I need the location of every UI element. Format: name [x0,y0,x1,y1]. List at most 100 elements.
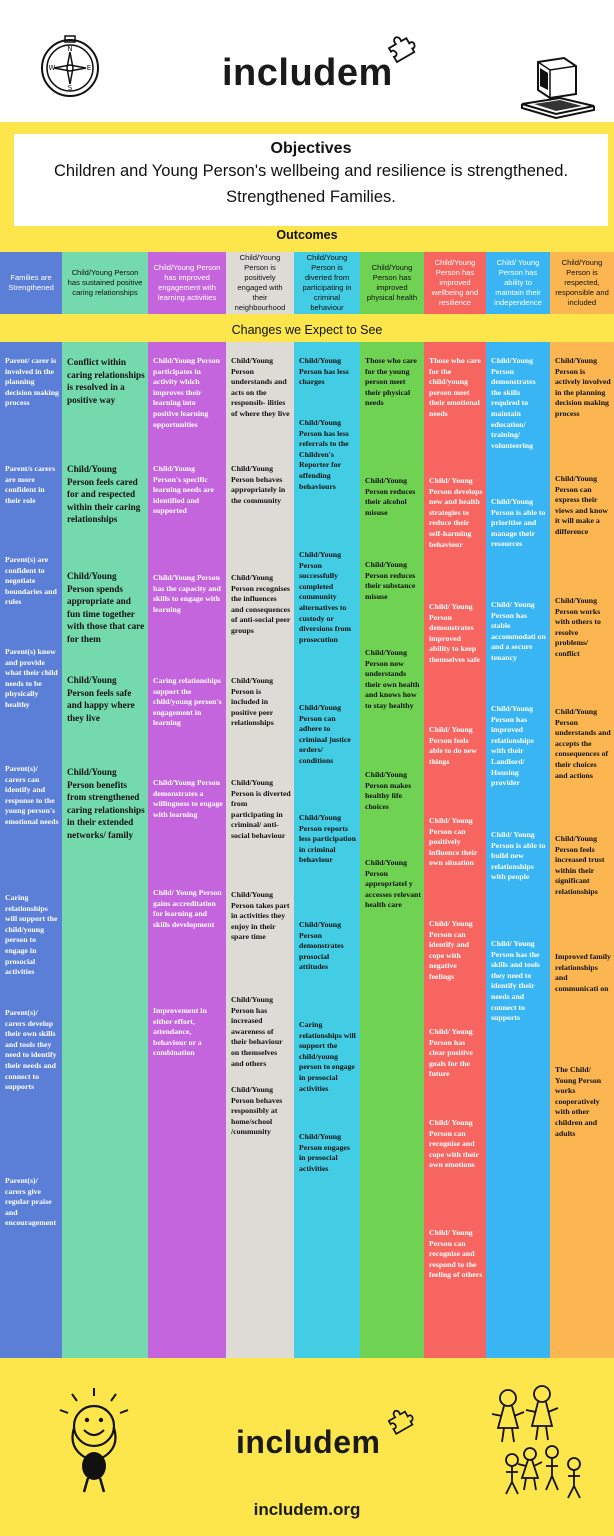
change-item: Child/ Young Person has the skills and t… [491,939,540,1023]
change-item: Child/Young Person successfully complete… [299,550,352,644]
puzzle-piece-icon [387,36,416,64]
change-item: Child/ Young Person has clear positive g… [429,1027,473,1079]
change-item: Parent(s) know and provide what their ch… [5,647,58,709]
change-item: Those who care for the young person meet… [365,356,417,408]
objective-line-2: Strengthened Families. [226,188,396,206]
outcome-respected: Child/Young Person is respected, respons… [550,252,614,314]
change-item: Child/Young Person takes part in activit… [231,890,290,942]
change-item: Child/Young Person understands and accep… [555,707,611,780]
change-item: Parent/ carer is involved in the plannin… [5,356,59,408]
outcome-neighbourhood: Child/Young Person is positively engaged… [226,252,294,314]
change-item: Child/ Young Person gains accreditation … [153,888,222,929]
objectives-box: Objectives Children and Young Person's w… [14,134,608,226]
change-item: Parent(s) are confident to negotiate bou… [5,555,57,607]
change-item: Child/Young Person appropriatel y access… [365,858,421,910]
change-item: Child/Young Person benefits from strengt… [67,767,145,840]
change-item: Child/Young Person reduces their alcohol… [365,476,416,517]
column-respected: Child/Young Person is actively involved … [550,342,614,1358]
change-item: Caring relationships support the child/y… [153,676,222,728]
puzzle-piece-icon [387,1409,414,1436]
change-item: Child/Young Person participates in activ… [153,356,220,429]
change-item: Child/ Young Person has stable accommoda… [491,600,546,662]
change-item: The Child/ Young Person works cooperativ… [555,1065,602,1138]
objectives-title: Objectives [270,140,352,157]
change-item: Child/Young Person engages in prosocial … [299,1132,350,1173]
outcome-physical: Child/Young Person has improved physical… [360,252,424,314]
change-item: Parent/s carers are more confident in th… [5,464,56,505]
outcome-learning: Child/Young Person has improved engageme… [148,252,226,314]
change-item: Improved family relationships and commun… [555,952,611,993]
computer-icon [521,56,595,120]
change-item: Child/ Young Person can identify and cop… [429,919,473,981]
column-physical: Those who care for the young person meet… [360,342,424,1358]
change-item: Child/Young Person demonstrates prosocia… [299,920,344,972]
change-item: Child/Young Person has improved relation… [491,704,534,788]
change-item: Child/Young Person recognises the influe… [231,573,291,635]
change-item: Child/Young Person is diverted from part… [231,778,291,840]
column-independence: Child/Young Person demonstrates the skil… [486,342,550,1358]
change-item: Child/Young Person feels safe and happy … [67,675,135,723]
change-item: Child/Young Person feels increased trust… [555,834,605,896]
change-item: Child/Young Person demonstrates the skil… [491,356,536,450]
change-item: Child/ Young Person develops new and hea… [429,476,483,549]
change-item: Child/ Young Person feels able to do new… [429,725,477,766]
page-header: N S E W includem [0,0,614,122]
change-item: Child/Young Person behaves appropriately… [231,464,286,505]
outcome-relationships: Child/Young Person has sustained positiv… [62,252,148,314]
change-item: Child/Young Person is actively involved … [555,356,611,418]
change-item: Child/ Young Person can recognise and re… [429,1228,483,1280]
change-item: Parent(s)/ carers develop their own skil… [5,1008,57,1092]
compass-north-label: N [67,45,72,53]
happy-person-icon [59,1388,129,1493]
footer-url[interactable]: includem.org [253,1500,361,1519]
outcome-independence: Child/ Young Person has ability to maint… [486,252,550,314]
change-item: Child/Young Person is able to prioritise… [491,497,546,549]
change-item: Improvement in either effort, attendance… [153,1006,207,1058]
change-item: Child/ Young Person demonstrates improve… [429,602,480,664]
compass-east-label: E [87,64,91,72]
change-item: Child/Young Person is included in positi… [231,676,274,728]
change-item: Child/Young Person works with others to … [555,596,601,658]
outcome-criminal: Child/Young Person is diverted from part… [294,252,360,314]
change-item: Child/ Young Person can positively influ… [429,816,478,868]
change-item: Child/Young Person demonstrates a willin… [153,778,223,819]
column-learning: Child/Young Person participates in activ… [148,342,226,1358]
change-item: Child/Young Person spends appropriate an… [67,571,145,644]
column-families: Parent/ carer is involved in the plannin… [0,342,62,1358]
changes-title: Changes we Expect to See [231,323,383,337]
change-item: Child/Young Person has increased awarene… [231,995,283,1068]
page-footer: includem includem.org [0,1362,614,1536]
change-item: Child/Young Person reduces their substan… [365,560,416,601]
change-item: Conflict within caring relationships is … [67,357,145,405]
change-item: Child/Young Person feels cared for and r… [67,464,141,525]
column-neighbourhood: Child/Young Person understands and acts … [226,342,294,1358]
change-item: Parent(s)/ carers can identify and respo… [5,764,59,826]
change-item: Child/Young Person has less charges [299,356,349,387]
column-wellbeing: Those who care for the child/young perso… [424,342,486,1358]
change-item: Child/ Young Person can recognise and co… [429,1118,479,1170]
outcome-wellbeing: Child/Young Person has improved wellbein… [424,252,486,314]
outcome-families: Families are Strengthened [0,252,62,314]
change-item: Child/Young Person behaves responsibly a… [231,1085,283,1137]
objective-line-1: Children and Young Person's wellbeing an… [53,162,569,180]
change-item: Child/Young Person has the capacity and … [153,573,221,614]
column-criminal: Child/Young Person has less charges Chil… [294,342,360,1358]
change-item: Those who care for the child/young perso… [429,356,481,418]
change-item: Caring relationships will support the ch… [5,893,58,977]
change-item: Parent(s)/ carers give regular praise an… [5,1176,57,1228]
change-item: Child/Young Person now understands their… [365,648,420,710]
family-drawing-icon [491,1385,581,1499]
change-item: Child/Young Person's specific learning n… [153,464,214,516]
change-item: Child/ Young Person is able to build new… [491,830,546,882]
change-item: Caring relationships will support the ch… [299,1020,356,1093]
compass-south-label: S [68,84,73,92]
change-item: Child/Young Person can express their vie… [555,474,608,536]
change-item: Child/Young Person reports less particip… [299,813,356,865]
change-item: Child/Young Person makes healthy life ch… [365,770,412,811]
column-relationships: Conflict within caring relationships is … [62,342,148,1358]
compass-west-label: W [49,64,56,72]
change-item: Child/Young Person has less referrals to… [299,418,349,491]
change-item: Child/Young Person understands and acts … [231,356,290,418]
outcomes-title: Outcomes [276,228,338,242]
compass-icon: N S E W [41,35,99,97]
